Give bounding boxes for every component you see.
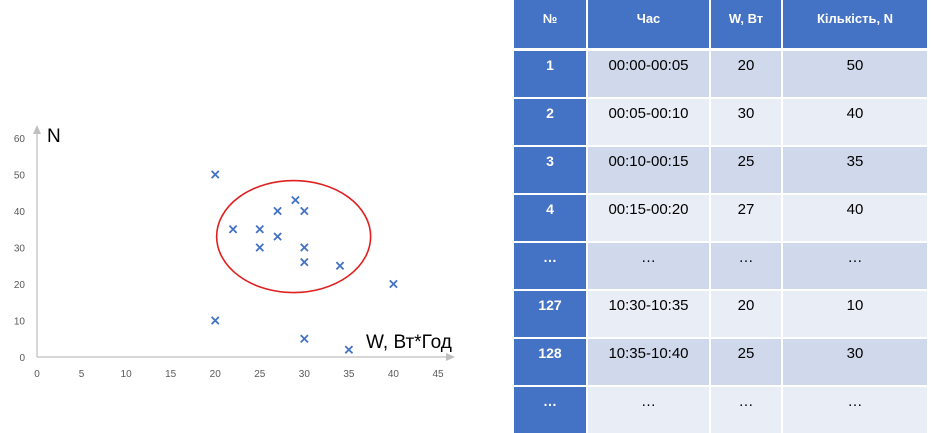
data-point [273,206,282,216]
chart-points [210,170,398,354]
data-point [210,316,220,325]
data-table: № Час W, Вт Кількість, N 1 00:00-00:05 20 5… [514,0,929,433]
header-number: № [514,0,588,48]
cell-time: 00:00-00:05 [587,51,711,97]
data-point [273,232,282,241]
chart-axes [33,125,455,361]
cell-count: 40 [782,195,929,241]
y-tick-label: 50 [14,171,26,182]
data-point [344,345,354,354]
cell-power: … [710,387,783,433]
table-row: 3 00:10-00:15 25 35 [514,147,929,193]
cell-time: 10:35-10:40 [587,339,711,385]
table-row: ………… [514,243,929,289]
data-point [300,243,309,252]
x-tick-label: 45 [432,369,444,380]
x-tick-label: 15 [165,369,177,380]
table-row: 1 00:00-00:05 20 50 [514,51,929,97]
x-axis-title: W, Вт*Год [366,332,452,353]
table-header-row: № Час W, Вт Кількість, N [514,0,929,48]
cell-time: … [587,387,711,433]
cell-time: 10:30-10:35 [587,291,711,337]
x-tick-label: 20 [210,369,222,380]
cell-power: 20 [710,291,783,337]
table-row: 127 10:30-10:35 20 10 [514,291,929,337]
data-point [300,206,309,216]
cell-power: 25 [710,147,783,193]
cell-count: 50 [782,51,929,97]
table-row: 2 00:05-00:10 30 40 [514,99,929,145]
cell-count: 30 [782,339,929,385]
cell-number: 127 [514,291,588,337]
cell-count: … [782,243,929,289]
data-point [228,225,238,234]
data-point [210,170,220,179]
y-tick-label: 30 [14,244,26,255]
x-axis-arrow [446,353,455,361]
y-tick-label: 20 [14,280,26,291]
header-time: Час [587,0,711,48]
cell-time: … [587,243,711,289]
x-tick-label: 0 [34,369,40,380]
cell-number: 3 [514,147,588,193]
cell-power: … [710,243,783,289]
cell-number: … [514,387,588,433]
x-tick-label: 10 [121,369,133,380]
cell-number: 1 [514,51,588,97]
cell-power: 25 [710,339,783,385]
y-axis-title: N [47,126,61,147]
cluster-highlight-ellipse [215,179,372,294]
x-tick-label: 35 [343,369,355,380]
cell-time: 00:10-00:15 [587,147,711,193]
cell-power: 20 [710,51,783,97]
table-row: ………… [514,387,929,433]
cell-number: 128 [514,339,588,385]
table-row: 4 00:15-00:20 27 40 [514,195,929,241]
cell-count: 40 [782,99,929,145]
scatter-chart: 0 5 10 15 20 25 30 35 40 45 0 10 20 30 40 50 60 N W, Вт*… [14,125,455,380]
data-point [291,195,300,205]
y-tick-label: 60 [14,134,26,145]
y-tick-label: 40 [14,207,26,218]
table-row: 128 10:35-10:40 25 30 [514,339,929,385]
data-point [255,243,265,252]
y-tick-label: 10 [14,317,26,328]
cell-time: 00:15-00:20 [587,195,711,241]
data-point [300,334,309,343]
cell-number: 4 [514,195,588,241]
data-point [389,279,398,289]
x-tick-label: 25 [254,369,266,380]
x-tick-label: 30 [299,369,311,380]
x-tick-label: 5 [79,369,85,380]
data-point [255,225,265,234]
cell-time: 00:05-00:10 [587,99,711,145]
cell-power: 27 [710,195,783,241]
cell-power: 30 [710,99,783,145]
cell-count: … [782,387,929,433]
cell-count: 10 [782,291,929,337]
chart-ticks: 0 5 10 15 20 25 30 35 40 45 0 10 20 30 40 50 60 [14,134,444,380]
y-axis-arrow [33,125,41,134]
x-tick-label: 40 [388,369,400,380]
y-tick-label: 0 [19,353,25,364]
header-count: Кількість, N [782,0,929,48]
data-point [300,257,309,267]
data-point [335,261,345,270]
header-power: W, Вт [710,0,783,48]
cell-number: … [514,243,588,289]
cell-number: 2 [514,99,588,145]
cell-count: 35 [782,147,929,193]
